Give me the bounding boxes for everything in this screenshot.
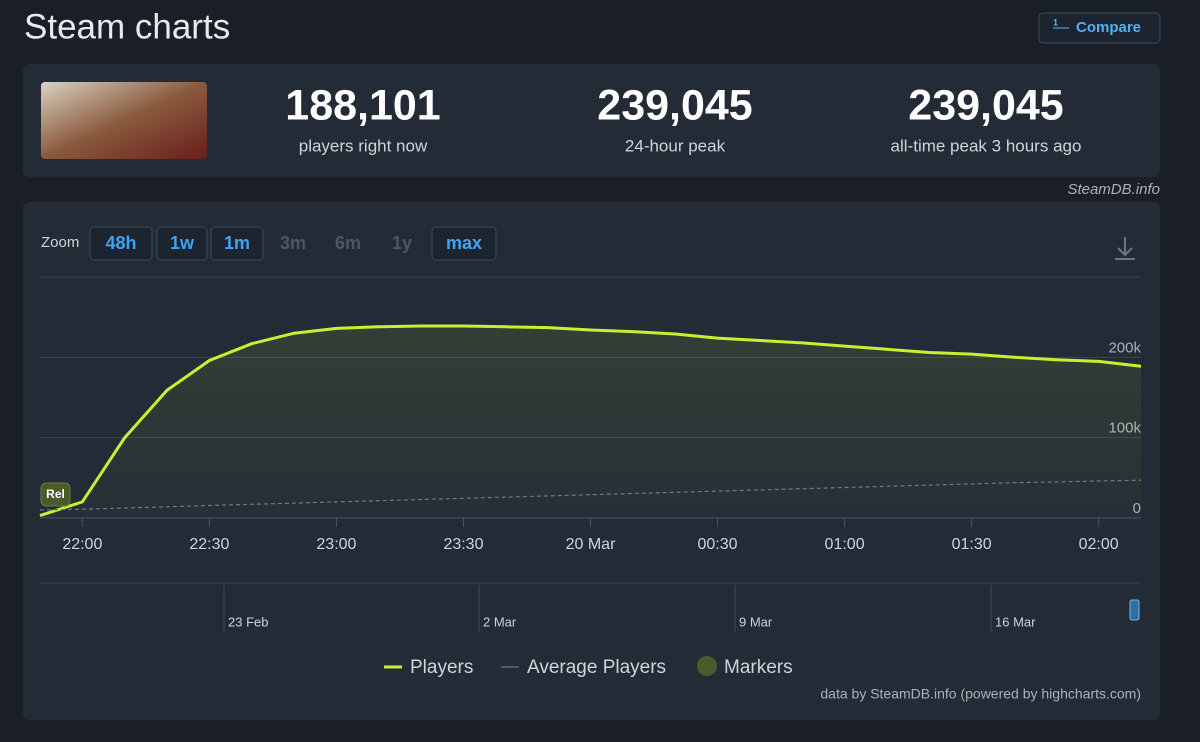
players-area <box>40 326 1141 518</box>
marker-badge <box>40 482 71 507</box>
navigator-label: 9 Mar <box>739 614 773 629</box>
download-icon[interactable] <box>1115 237 1135 260</box>
legend-item[interactable]: Players <box>384 657 473 678</box>
series-line <box>39 324 1142 518</box>
navigator-label: 16 Mar <box>995 614 1036 629</box>
zoom-button-bg <box>431 226 497 261</box>
zoom-button[interactable]: 1w <box>156 226 208 261</box>
x-tick-label: 01:00 <box>825 536 865 553</box>
legend-label: Average Players <box>527 657 666 678</box>
legend-label: Players <box>410 657 473 678</box>
x-tick-label: 22:30 <box>189 536 229 553</box>
legend-label: Markers <box>724 657 793 678</box>
zoom-option: 1w <box>170 233 195 253</box>
zoom-button-bg <box>89 226 153 261</box>
zoom-button-bg <box>210 226 264 261</box>
x-tick-label: 20 Mar <box>566 536 616 553</box>
source-link[interactable]: SteamDB.info <box>1067 181 1160 198</box>
stat-label: 24-hour peak <box>625 136 726 155</box>
zoom-option: 48h <box>105 233 136 253</box>
x-tick-label: 23:00 <box>316 536 356 553</box>
zoom-button: 1y <box>392 233 412 253</box>
zoom-option: 1y <box>392 233 412 253</box>
zoom-button[interactable]: max <box>431 226 497 261</box>
compare-button[interactable]: 1 Compare <box>1038 12 1161 44</box>
legend-item[interactable]: Average Players <box>501 657 666 678</box>
x-tick-label: 23:30 <box>443 536 483 553</box>
compare-label: Compare <box>1076 19 1141 36</box>
stat-value: 239,045 <box>597 81 752 129</box>
x-tick-label: 00:30 <box>698 536 738 553</box>
marker[interactable]: Rel <box>40 482 71 507</box>
legend: Players Average Players Markers <box>384 656 793 678</box>
navigator-label: 2 Mar <box>483 614 517 629</box>
x-tick-label: 02:00 <box>1079 536 1119 553</box>
x-tick-label: 22:00 <box>62 536 102 553</box>
zoom-option: max <box>446 233 482 253</box>
legend-item[interactable]: Markers <box>697 656 793 678</box>
marker-label: Rel <box>46 487 65 501</box>
zoom-button: 6m <box>335 233 361 253</box>
compare-icon: 1 <box>1053 17 1058 27</box>
zoom-button[interactable]: 1m <box>210 226 264 261</box>
series-line <box>39 479 1142 511</box>
stat-value: 188,101 <box>285 81 440 129</box>
legend-swatch <box>697 656 717 676</box>
stats-card <box>23 64 1160 177</box>
zoom-button[interactable]: 48h <box>89 226 153 261</box>
x-tick-label: 01:30 <box>952 536 992 553</box>
zoom-option: 6m <box>335 233 361 253</box>
zoom-option: 3m <box>280 233 306 253</box>
zoom-button-bg <box>156 226 208 261</box>
navigator-handle[interactable] <box>1129 599 1140 621</box>
stat-value: 239,045 <box>908 81 1063 129</box>
credits: data by SteamDB.info (powered by highcha… <box>820 686 1141 702</box>
page-title: Steam charts <box>24 7 230 46</box>
navigator-label: 23 Feb <box>228 614 268 629</box>
zoom-label: Zoom <box>41 234 79 251</box>
stat-label: all-time peak 3 hours ago <box>891 136 1082 155</box>
game-image <box>41 82 207 159</box>
stat-label: players right now <box>299 136 428 155</box>
y-tick-label: 200k <box>1108 339 1141 356</box>
zoom-button: 3m <box>280 233 306 253</box>
zoom-option: 1m <box>224 233 250 253</box>
